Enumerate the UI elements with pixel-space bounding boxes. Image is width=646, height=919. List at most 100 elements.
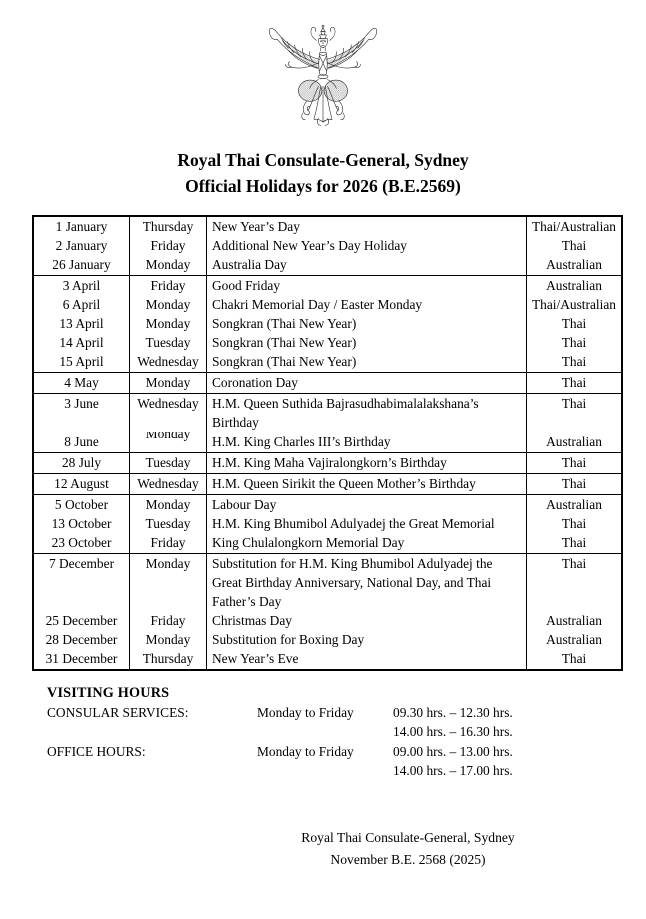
cell-day: Wednesday	[129, 473, 207, 495]
cell-name: New Year’s Day	[206, 216, 527, 236]
cell-day: Tuesday	[129, 514, 207, 533]
table-row: 3 April Friday Good Friday Australian	[33, 275, 622, 295]
cell-name: Additional New Year’s Day Holiday	[206, 236, 527, 255]
cell-name: New Year’s Eve	[206, 649, 527, 670]
cell-name: Labour Day	[206, 494, 527, 514]
cell-date: 5 October	[33, 494, 130, 514]
table-row: 12 August Wednesday H.M. Queen Sirikit the…	[33, 473, 622, 495]
cell-name: H.M. Queen Suthida Bajrasudhabimalalaksh…	[206, 393, 527, 413]
cell-date: 28 December	[33, 630, 130, 649]
cell-type: Thai	[561, 375, 587, 390]
hours-days	[257, 761, 393, 780]
cell-date	[33, 413, 130, 432]
visiting-hours-heading: VISITING HOURS	[47, 685, 170, 701]
cell-type: Australian	[546, 613, 602, 628]
holiday-group: 7 December Monday Substitution for H.M. Ki…	[33, 553, 622, 670]
visiting-hours-grid: CONSULAR SERVICES: Monday to Friday 09.30 …	[47, 703, 646, 780]
table-row: 1 January Thursday New Year’s Day Thai/Aust…	[33, 216, 622, 236]
cell-day: Monday	[129, 372, 207, 394]
cell-day: Tuesday	[129, 333, 207, 352]
cell-date: 3 April	[33, 275, 130, 295]
cell-type: Thai	[561, 316, 587, 331]
cell-day: Friday	[129, 611, 207, 630]
cell-type: Thai	[561, 335, 587, 350]
hours-time: 14.00 hrs. – 17.00 hrs.	[393, 762, 513, 778]
table-row: 26 January Monday Australia Day Australian	[33, 255, 622, 276]
table-row: 25 December Friday Christmas Day Australian	[33, 611, 622, 630]
cell-day	[129, 592, 207, 611]
cell-date	[33, 592, 130, 611]
cell-date: 1 January	[33, 216, 130, 236]
cell-date: 3 June	[33, 393, 130, 413]
cell-name: H.M. King Charles III’s Birthday	[206, 432, 527, 453]
cell-name: Songkran (Thai New Year)	[206, 352, 527, 373]
footer-line1: Royal Thai Consulate-General, Sydney	[301, 830, 515, 846]
cell-date	[33, 573, 130, 592]
holiday-group: 12 August Wednesday H.M. Queen Sirikit the…	[33, 473, 622, 495]
cell-name: Great Birthday Anniversary, National Day…	[206, 573, 527, 592]
holiday-group: 4 May Monday Coronation Day Thai	[33, 372, 622, 394]
cell-type: Thai	[561, 476, 587, 491]
cell-type: Thai	[561, 651, 587, 666]
cell-name: Good Friday	[206, 275, 527, 295]
cell-date: 31 December	[33, 649, 130, 670]
table-row: 14 April Tuesday Songkran (Thai New Year) T…	[33, 333, 622, 352]
page-subtitle: Official Holidays for 2026 (B.E.2569)	[185, 176, 461, 196]
cell-day: Monday	[129, 255, 207, 276]
cell-type: Australian	[546, 632, 602, 647]
cell-name: H.M. Queen Sirikit the Queen Mother’s Bi…	[206, 473, 527, 495]
cell-type: Australian	[546, 257, 602, 272]
table-row: 13 October Tuesday H.M. King Bhumibol Adul…	[33, 514, 622, 533]
cell-name: Songkran (Thai New Year)	[206, 314, 527, 333]
hours-label: OFFICE HOURS:	[47, 743, 146, 759]
cell-name: Songkran (Thai New Year)	[206, 333, 527, 352]
table-row: 5 October Monday Labour Day Australian	[33, 494, 622, 514]
cell-name: Birthday	[206, 413, 527, 432]
table-row: 28 July Tuesday H.M. King Maha Vajiralongk…	[33, 452, 622, 474]
cell-date: 26 January	[33, 255, 130, 276]
holiday-group: 1 January Thursday New Year’s Day Thai/Aust…	[33, 216, 622, 276]
cell-type	[527, 573, 623, 592]
cell-date: 2 January	[33, 236, 130, 255]
table-row: 7 December Monday Substitution for H.M. Ki…	[33, 553, 622, 573]
cell-type: Thai	[561, 455, 587, 470]
holiday-table: 1 January Thursday New Year’s Day Thai/Aust…	[32, 215, 623, 671]
cell-day: Thursday	[129, 649, 207, 670]
holiday-group: 28 July Tuesday H.M. King Maha Vajiralongk…	[33, 452, 622, 474]
hours-time: 09.00 hrs. – 13.00 hrs.	[393, 743, 513, 759]
cell-name: H.M. King Bhumibol Adulyadej the Great M…	[206, 514, 527, 533]
table-row: 4 May Monday Coronation Day Thai	[33, 372, 622, 394]
table-row: 13 April Monday Songkran (Thai New Year) Th…	[33, 314, 622, 333]
cell-type: Thai	[561, 556, 587, 571]
visiting-hours-section: VISITING HOURS CONSULAR SERVICES: Monday …	[47, 684, 646, 780]
hours-time: 14.00 hrs. – 16.30 hrs.	[393, 724, 513, 740]
hours-days: Monday to Friday	[257, 743, 354, 759]
table-row: 6 April Monday Chakri Memorial Day / Easte…	[33, 295, 622, 314]
cell-day: Friday	[129, 533, 207, 554]
cell-name: King Chulalongkorn Memorial Day	[206, 533, 527, 554]
cell-day: Monday	[129, 432, 207, 453]
cell-day: Monday	[129, 630, 207, 649]
cell-type: Thai	[561, 516, 587, 531]
holiday-group: 3 April Friday Good Friday Australian 6 Apri…	[33, 275, 622, 373]
cell-type: Thai	[561, 354, 587, 369]
table-row: 15 April Wednesday Songkran (Thai New Year…	[33, 352, 622, 373]
cell-type: Thai/Australian	[531, 219, 617, 234]
holiday-group: 3 June Wednesday H.M. Queen Suthida Bajras…	[33, 393, 622, 453]
cell-day: Wednesday	[129, 393, 207, 413]
cell-type: Thai/Australian	[531, 297, 617, 312]
cell-type: Australian	[546, 434, 602, 449]
cell-date: 13 October	[33, 514, 130, 533]
table-row: Great Birthday Anniversary, National Day…	[33, 573, 622, 592]
cell-day: Monday	[129, 494, 207, 514]
hours-label	[47, 761, 257, 780]
table-row: Father’s Day	[33, 592, 622, 611]
table-row: 23 October Friday King Chulalongkorn Memor…	[33, 533, 622, 554]
document-footer: Royal Thai Consulate-General, Sydney Nov…	[243, 827, 573, 870]
table-row: Birthday	[33, 413, 622, 432]
cell-day: Thursday	[129, 216, 207, 236]
hours-time: 09.30 hrs. – 12.30 hrs.	[393, 705, 513, 720]
table-row: 3 June Wednesday H.M. Queen Suthida Bajras…	[33, 393, 622, 413]
cell-day	[129, 413, 207, 432]
cell-name: H.M. King Maha Vajiralongkorn’s Birthday	[206, 452, 527, 474]
